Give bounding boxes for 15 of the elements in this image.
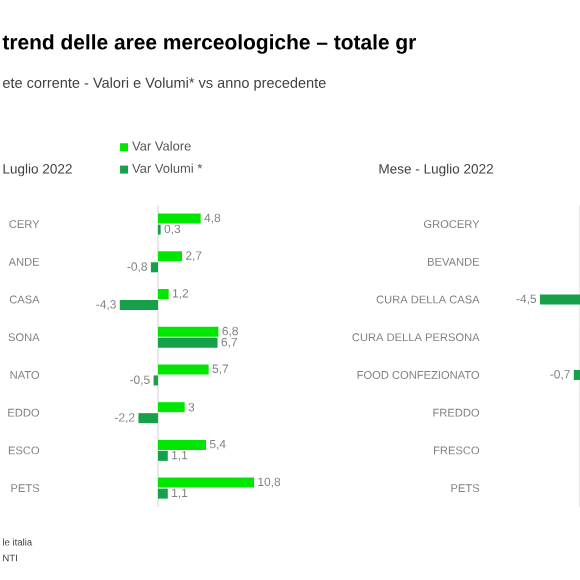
bar xyxy=(158,402,185,413)
bar xyxy=(158,326,219,337)
bar xyxy=(158,477,254,488)
bar xyxy=(150,262,158,273)
bar xyxy=(158,450,168,461)
bar xyxy=(138,413,158,424)
bar xyxy=(158,488,168,499)
bar xyxy=(158,251,182,262)
bar xyxy=(158,337,218,348)
bar xyxy=(158,364,209,375)
bar xyxy=(158,213,201,224)
bar xyxy=(158,439,206,450)
bar xyxy=(119,300,158,311)
bar xyxy=(158,289,169,300)
chart-title: trend delle aree merceologiche – totale gr xyxy=(2,34,416,54)
